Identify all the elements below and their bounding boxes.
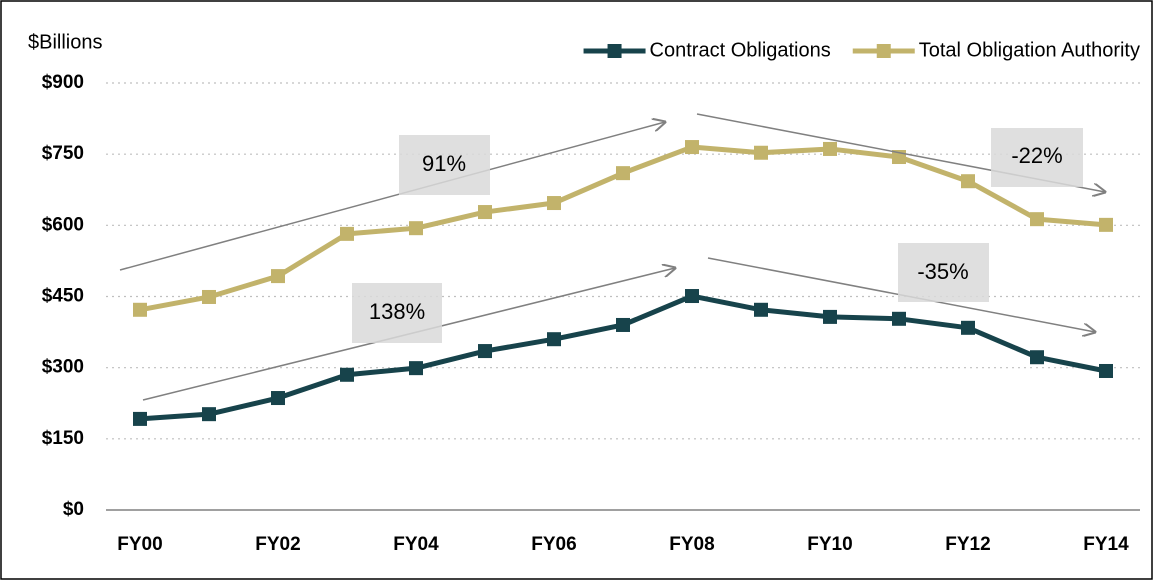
arrow xyxy=(119,122,665,271)
x-tick-label: FY12 xyxy=(945,534,990,555)
point xyxy=(409,221,423,236)
y-tick-label: $750 xyxy=(42,143,84,164)
point xyxy=(823,141,837,156)
point xyxy=(1099,217,1113,232)
point xyxy=(754,145,768,160)
point xyxy=(478,205,492,220)
annotation: -35% xyxy=(917,259,968,284)
point xyxy=(685,289,699,304)
point xyxy=(340,226,354,241)
x-tick-label: FY14 xyxy=(1083,534,1129,555)
point xyxy=(961,320,975,335)
annotation-box xyxy=(898,243,989,302)
point xyxy=(616,166,630,181)
point xyxy=(271,391,285,406)
point xyxy=(892,311,906,326)
legend-marker xyxy=(607,44,622,58)
legend-label: Contract Obligations xyxy=(650,39,831,61)
point xyxy=(754,302,768,317)
legend-marker xyxy=(876,44,891,58)
annotation: 91% xyxy=(422,151,466,176)
x-tick-label: FY04 xyxy=(393,534,439,555)
y-tick-label: $300 xyxy=(42,357,84,378)
x-tick-label: FY06 xyxy=(531,534,576,555)
point xyxy=(340,367,354,382)
x-tick-label: FY00 xyxy=(117,534,162,555)
point xyxy=(547,332,561,347)
y-tick-label: $900 xyxy=(42,72,84,93)
annotations: 91% 138% -22% -35% xyxy=(119,113,1105,401)
annotation: -22% xyxy=(1011,143,1062,168)
point xyxy=(685,140,699,155)
point xyxy=(823,309,837,324)
point xyxy=(133,411,147,426)
x-tick-label: FY08 xyxy=(669,534,714,555)
legend: Total Obligation Authority Contract Oblig… xyxy=(583,39,1140,61)
point xyxy=(961,174,975,189)
y-tick-label: $600 xyxy=(42,214,84,235)
point xyxy=(1030,350,1044,365)
point xyxy=(616,317,630,332)
point xyxy=(478,344,492,359)
annotation-box xyxy=(399,135,490,195)
point xyxy=(133,302,147,317)
y-tick-label: $150 xyxy=(42,428,84,449)
point xyxy=(202,289,216,304)
point xyxy=(1030,212,1044,227)
point xyxy=(1099,363,1113,378)
y-tick-label: $0 xyxy=(63,499,84,520)
y-axis-label: $Billions xyxy=(28,31,102,53)
point xyxy=(202,407,216,422)
point xyxy=(547,196,561,211)
point xyxy=(409,361,423,376)
y-tick-label: $450 xyxy=(42,286,84,307)
annotation: 138% xyxy=(369,299,425,324)
annotation-box xyxy=(352,283,442,343)
x-tick-label: FY02 xyxy=(255,534,300,555)
annotation-box xyxy=(991,128,1083,187)
legend-label: Total Obligation Authority xyxy=(919,39,1140,61)
x-tick-label: FY10 xyxy=(807,534,852,555)
point xyxy=(271,269,285,284)
